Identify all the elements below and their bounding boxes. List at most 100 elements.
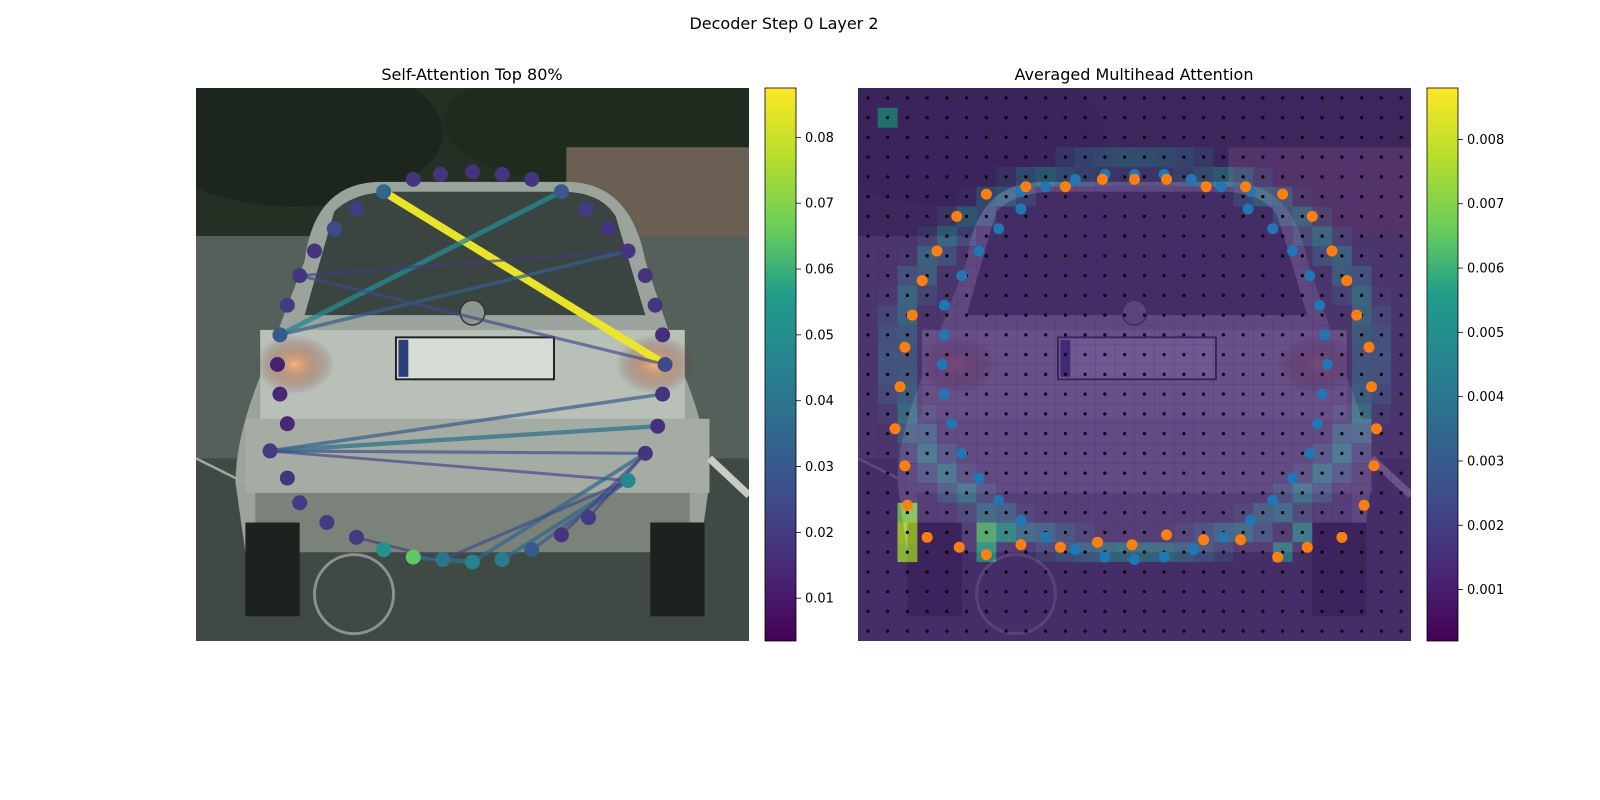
grid-point <box>1044 629 1048 633</box>
grid-point <box>1340 353 1344 357</box>
grid-point <box>1399 234 1403 238</box>
attention-point-1 <box>405 171 421 187</box>
attention-point-18 <box>581 510 597 526</box>
attention-point-35 <box>279 297 295 313</box>
grid-point <box>1083 116 1087 120</box>
grid-point <box>1123 392 1127 396</box>
grid-point <box>866 530 870 534</box>
grid-point <box>1300 353 1304 357</box>
grid-point <box>1399 293 1403 297</box>
grid-point <box>886 175 890 179</box>
grid-point <box>1221 471 1225 475</box>
grid-point <box>1360 432 1364 436</box>
grid-point <box>1083 550 1087 554</box>
grid-point <box>1281 234 1285 238</box>
grid-point <box>965 432 969 436</box>
grid-point <box>1083 214 1087 218</box>
grid-point <box>925 254 929 258</box>
grid-point <box>1142 175 1146 179</box>
grid-point <box>1281 155 1285 159</box>
attention-point-6 <box>553 184 569 200</box>
grid-point <box>1379 432 1383 436</box>
grid-point <box>1103 629 1107 633</box>
grid-point <box>1063 195 1067 199</box>
grid-point <box>1162 412 1166 416</box>
grid-point <box>1063 372 1067 376</box>
grid-point <box>1063 353 1067 357</box>
grid-point <box>1142 629 1146 633</box>
grid-point <box>1044 116 1048 120</box>
grid-point <box>1300 432 1304 436</box>
right-panel-title: Averaged Multihead Attention <box>1015 65 1254 84</box>
grid-point <box>984 214 988 218</box>
predicted-point-30 <box>973 472 985 484</box>
grid-point <box>945 195 949 199</box>
grid-point <box>984 590 988 594</box>
grid-point <box>1083 432 1087 436</box>
grid-point <box>1083 471 1087 475</box>
grid-point <box>1044 254 1048 258</box>
grid-point <box>1142 530 1146 534</box>
grid-point <box>1241 214 1245 218</box>
grid-point <box>1281 629 1285 633</box>
grid-point <box>1379 609 1383 613</box>
grid-point <box>1241 175 1245 179</box>
grid-point <box>1320 175 1324 179</box>
grid-point <box>1261 511 1265 515</box>
grid-point <box>1360 511 1364 515</box>
grid-point <box>1202 293 1206 297</box>
grid-point <box>1083 195 1087 199</box>
right-colorbar: 0.001 0.002 0.003 0.004 0.005 0.006 0.007 0.008 <box>1426 87 1504 642</box>
grid-point <box>1142 590 1146 594</box>
predicted-point-5 <box>1215 181 1227 193</box>
attention-point-16 <box>637 445 653 461</box>
grid-point <box>1360 530 1364 534</box>
grid-point <box>1142 432 1146 436</box>
grid-point <box>1103 274 1107 278</box>
ground-truth-point-10 <box>951 210 963 222</box>
grid-point <box>1221 609 1225 613</box>
grid-point <box>1103 471 1107 475</box>
grid-point <box>886 550 890 554</box>
grid-point <box>925 155 929 159</box>
grid-point <box>1221 570 1225 574</box>
grid-point <box>1221 175 1225 179</box>
grid-point <box>886 511 890 515</box>
grid-point <box>1241 254 1245 258</box>
attention-edge-14 <box>559 451 647 537</box>
grid-point <box>1202 372 1206 376</box>
grid-point <box>1083 530 1087 534</box>
grid-point <box>1123 155 1127 159</box>
grid-point <box>1103 353 1107 357</box>
grid-point <box>1300 372 1304 376</box>
grid-point <box>1379 353 1383 357</box>
ground-truth-point-28 <box>921 531 933 543</box>
grid-point <box>1004 155 1008 159</box>
grid-point <box>925 313 929 317</box>
grid-point <box>1103 432 1107 436</box>
grid-point <box>1024 313 1028 317</box>
grid-point <box>1340 175 1344 179</box>
grid-point <box>1063 570 1067 574</box>
grid-point <box>1300 451 1304 455</box>
grid-point <box>1182 313 1186 317</box>
grid-point <box>1182 175 1186 179</box>
left-panel: Self-Attention Top 80% <box>147 65 789 641</box>
grid-point <box>1241 570 1245 574</box>
grid-point <box>1083 491 1087 495</box>
grid-point <box>965 175 969 179</box>
grid-point <box>1241 432 1245 436</box>
grid-point <box>1241 491 1245 495</box>
grid-point <box>1063 293 1067 297</box>
grid-point <box>866 511 870 515</box>
grid-point <box>1083 274 1087 278</box>
grid-point <box>1261 234 1265 238</box>
grid-point <box>886 471 890 475</box>
grid-point <box>1221 392 1225 396</box>
grid-point <box>1202 214 1206 218</box>
grid-point <box>965 214 969 218</box>
grid-point <box>1103 609 1107 613</box>
grid-point <box>1221 590 1225 594</box>
grid-point <box>1103 214 1107 218</box>
grid-point <box>1004 234 1008 238</box>
